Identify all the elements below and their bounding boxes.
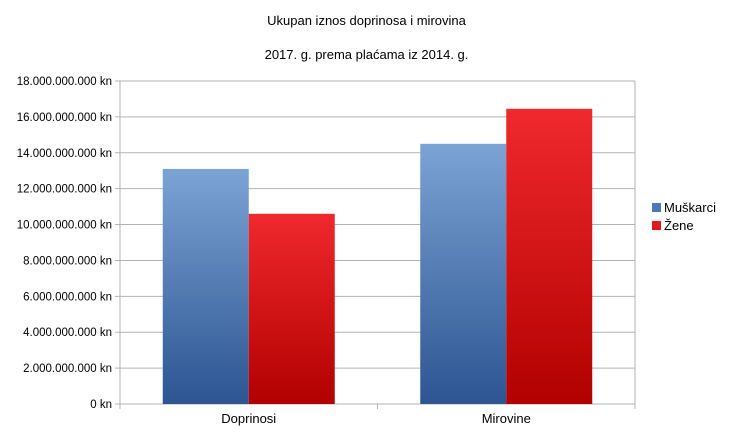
- legend-swatch-muskarci: [652, 203, 661, 212]
- y-tick-label: 4.000.000.000 kn: [23, 327, 112, 339]
- y-tick-label: 18.000.000.000 kn: [17, 76, 112, 88]
- bar-zene-0: [248, 213, 335, 404]
- y-tick-label: 16.000.000.000 kn: [17, 112, 112, 124]
- legend-label-zene: Žene: [664, 218, 694, 233]
- y-tick-label: 8.000.000.000 kn: [23, 255, 112, 267]
- legend-item-zene: Žene: [652, 218, 694, 233]
- bar-zene-1: [506, 108, 593, 404]
- chart-subtitle: 2017. g. prema plaćama iz 2014. g.: [264, 47, 469, 62]
- legend-swatch-zene: [652, 221, 661, 230]
- x-tick-label: Doprinosi: [221, 411, 276, 426]
- y-tick-label: 6.000.000.000 kn: [23, 291, 112, 303]
- y-tick-label: 12.000.000.000 kn: [17, 184, 112, 196]
- legend-label-muskarci: Muškarci: [664, 200, 717, 215]
- x-tick-label: Mirovine: [482, 411, 531, 426]
- legend-item-muskarci: Muškarci: [652, 200, 716, 215]
- y-tick-label: 10.000.000.000 kn: [17, 220, 112, 232]
- y-tick-label: 0 kn: [90, 399, 112, 411]
- y-tick-label: 14.000.000.000 kn: [17, 148, 112, 160]
- y-tick-label: 2.000.000.000 kn: [23, 363, 112, 375]
- bar-muskarci-0: [162, 168, 249, 404]
- bar-muskarci-1: [420, 143, 507, 405]
- chart-title: Ukupan iznos doprinosa i mirovina: [267, 13, 466, 28]
